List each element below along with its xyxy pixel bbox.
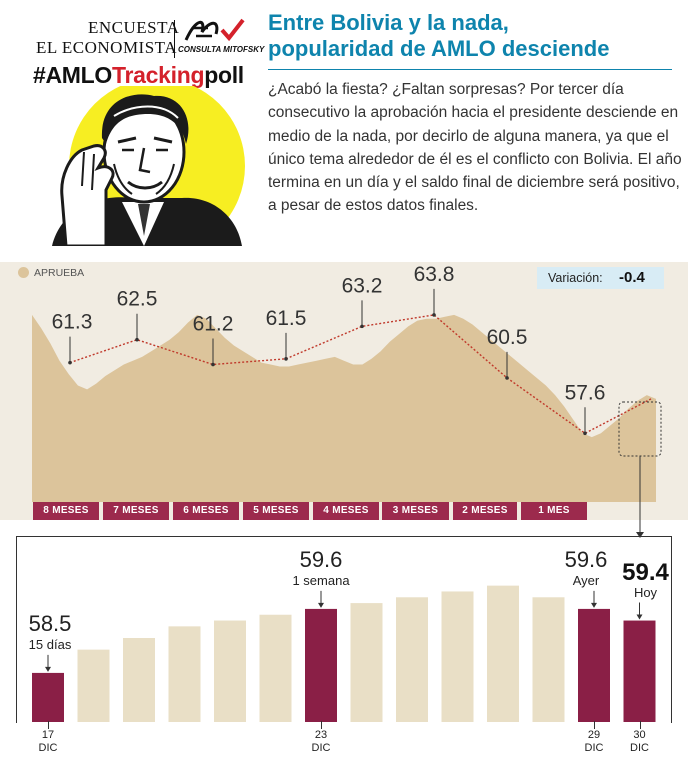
marker-value-label: 61.3	[52, 311, 93, 334]
callout-arrow	[318, 602, 324, 608]
callout-value: 59.4	[622, 558, 669, 586]
marker-dot	[432, 313, 436, 317]
period-label: 7 MESES	[103, 502, 169, 520]
hashtag: #AMLOTrackingpoll	[33, 62, 244, 89]
approval-area	[32, 314, 656, 502]
bar	[487, 585, 519, 722]
marker-dot	[135, 337, 139, 342]
bar	[305, 608, 337, 722]
date-label: 23 DIC	[301, 729, 341, 755]
date-label: 30 DIC	[620, 729, 660, 755]
bar	[168, 626, 201, 722]
bar	[396, 597, 428, 722]
period-label: 1 MES	[521, 502, 587, 520]
date-day: 29	[587, 729, 601, 741]
marker-value-label: 63.2	[342, 274, 383, 297]
marker-dot	[284, 357, 288, 361]
legend-label: APRUEBA	[34, 267, 85, 279]
mitofsky-logo-icon	[184, 18, 245, 42]
period-label: 6 MESES	[173, 502, 239, 520]
bar	[214, 620, 246, 722]
period-label: 2 MESES	[453, 502, 517, 520]
bar	[77, 649, 110, 722]
area-chart: 61.3 62.5 61.2 61.5 63.2 63.8 60.5 57.6	[32, 263, 662, 502]
hashtag-prefix: #AMLO	[33, 62, 113, 88]
intro-paragraph: ¿Acabó la fiesta? ¿Faltan sorpresas? Por…	[268, 81, 682, 215]
headline: Entre Bolivia y la nada, popularidad de …	[268, 10, 678, 62]
date-month: DIC	[38, 742, 58, 754]
date-tick	[639, 721, 641, 729]
callout-sub-label: Ayer	[572, 572, 600, 588]
variation-value: -0.4	[619, 269, 645, 286]
marker-value-label: 57.6	[565, 381, 606, 404]
marker-value-label: 62.5	[117, 288, 158, 311]
marker-dot	[505, 376, 509, 380]
period-label: 8 MESES	[33, 502, 99, 520]
variation-box	[537, 267, 664, 289]
bar	[350, 603, 383, 722]
bar	[578, 608, 610, 722]
callout-sub-label: 15 días	[28, 636, 72, 652]
date-label: 29 DIC	[574, 729, 614, 755]
trend-line	[69, 314, 652, 435]
variation-label: Variación:	[548, 271, 603, 285]
date-month: DIC	[630, 742, 649, 754]
period-label: 4 MESES	[313, 502, 379, 520]
callout-value: 59.6	[299, 546, 343, 572]
date-tick	[321, 721, 322, 729]
detail-frame	[16, 536, 672, 723]
date-tick	[48, 721, 49, 729]
callout-value: 59.6	[564, 546, 608, 572]
date-month: DIC	[584, 742, 604, 754]
legend-dot-icon	[18, 267, 29, 278]
bar	[623, 620, 656, 722]
callout-arrow	[591, 602, 597, 608]
headline-line-1: Entre Bolivia y la nada,	[268, 10, 509, 35]
callout-arrow	[636, 614, 643, 620]
bar	[441, 591, 474, 722]
headline-rule	[268, 69, 672, 70]
date-tick	[594, 721, 595, 729]
brand-encuesta: ENCUESTA	[88, 18, 180, 37]
period-label: 5 MESES	[243, 502, 309, 520]
date-day: 17	[41, 729, 55, 741]
callout-value: 58.5	[28, 610, 72, 636]
marker-dot	[68, 360, 72, 365]
hashtag-highlight: Tracking	[112, 62, 205, 88]
mitofsky-label: CONSULTA MITOFSKY	[178, 45, 265, 54]
marker-value-label: 61.5	[266, 307, 307, 330]
marker-value-label: 63.8	[414, 263, 455, 286]
hashtag-suffix: poll	[204, 62, 244, 88]
date-day: 23	[314, 729, 328, 741]
marker-dot	[360, 324, 364, 329]
headline-line-2: popularidad de AMLO desciende	[268, 36, 610, 61]
date-label: 17 DIC	[28, 729, 68, 755]
marker-dot	[211, 362, 215, 367]
callout-arrow	[45, 666, 51, 672]
date-day: 30	[633, 729, 646, 741]
callout-sub-label: Hoy	[633, 584, 658, 600]
bar	[32, 672, 64, 722]
date-month: DIC	[311, 742, 331, 754]
marker-value-label: 61.2	[193, 313, 234, 336]
brand-el-economista: EL ECONOMISTA	[36, 38, 177, 57]
amlo-portrait	[52, 86, 245, 246]
marker-value-label: 60.5	[487, 326, 528, 349]
callout-sub-label: 1 semana	[292, 572, 350, 588]
bar	[123, 638, 155, 722]
marker-dot	[583, 431, 587, 436]
bar-chart	[32, 585, 656, 722]
bar	[259, 614, 292, 722]
period-label: 3 MESES	[382, 502, 449, 520]
bar	[532, 597, 565, 722]
brand-divider	[174, 20, 175, 58]
